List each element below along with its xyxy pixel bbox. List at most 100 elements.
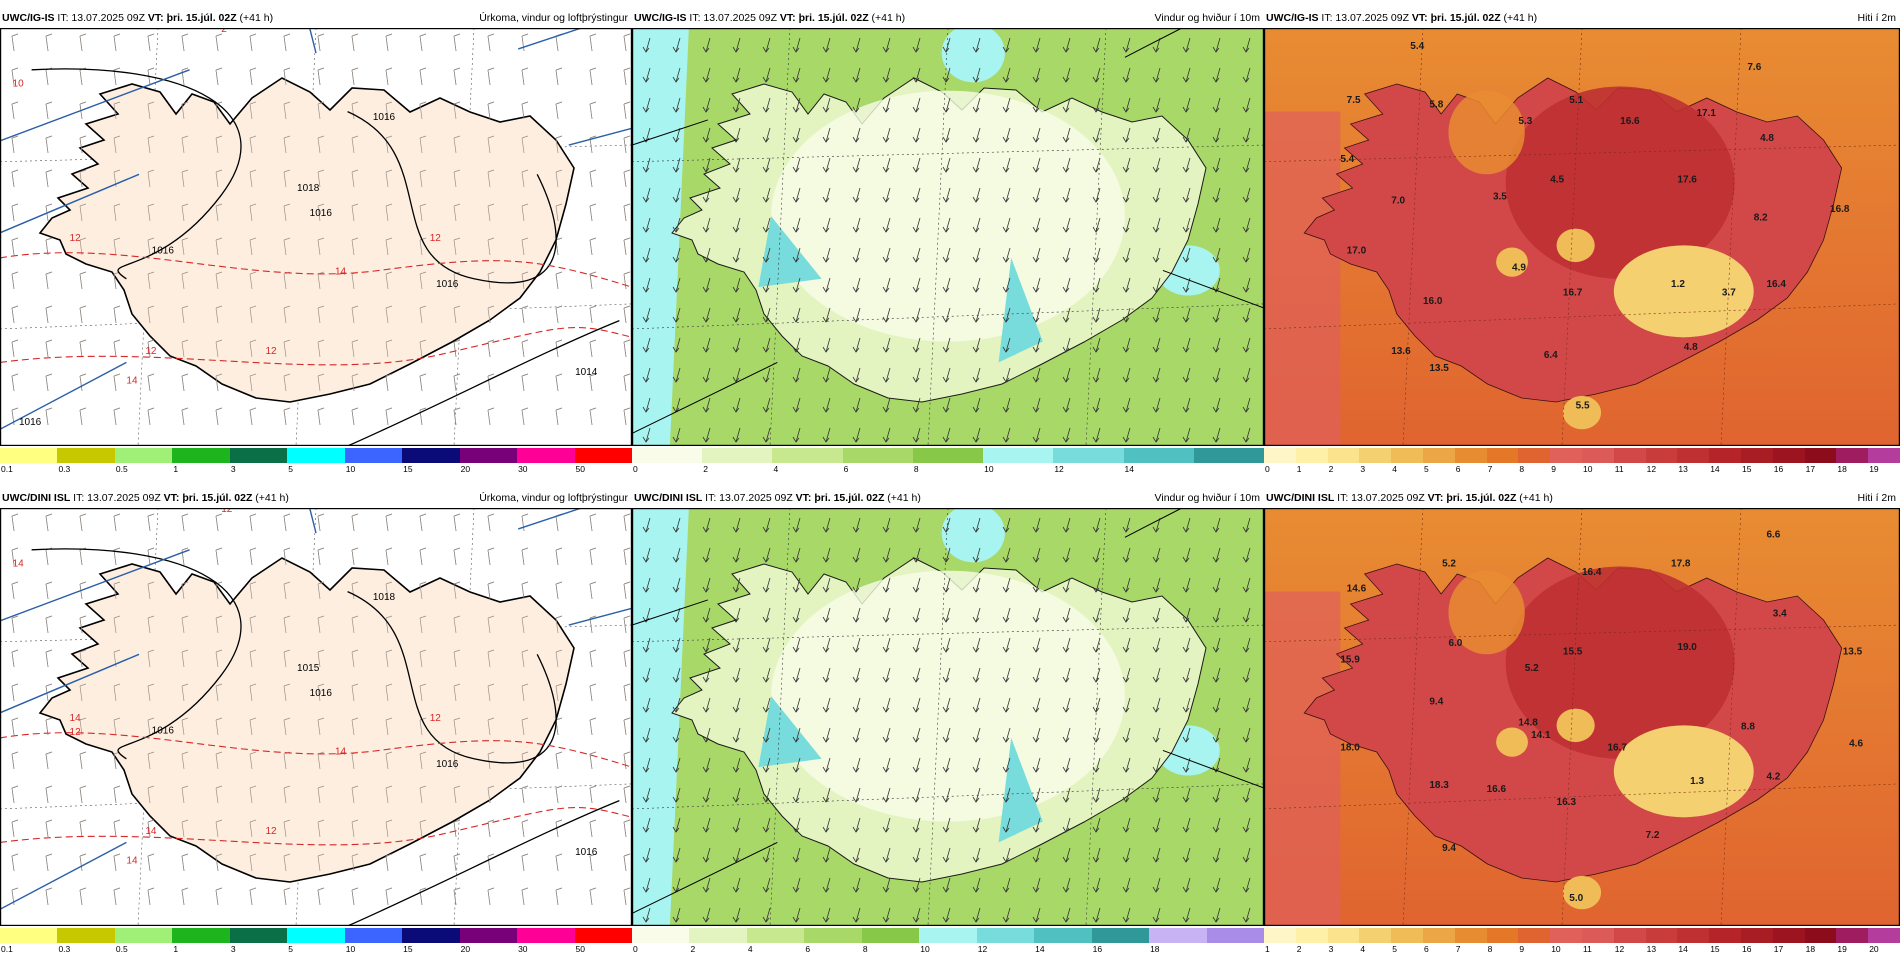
- wind-arrow: [672, 697, 681, 713]
- wind-arrow: [1212, 727, 1221, 743]
- wind-arrow: [672, 427, 681, 443]
- wind-arrow: [1182, 427, 1191, 443]
- wind-arrow: [792, 397, 801, 413]
- wind-barb: [283, 515, 287, 532]
- wind-barb: [589, 137, 593, 154]
- wind-arrow: [1212, 577, 1221, 593]
- map-shape: [419, 819, 427, 823]
- temperature-contour-label: 12: [70, 233, 82, 244]
- map-shape: [632, 144, 1264, 163]
- wind-arrow: [1122, 397, 1131, 413]
- wind-arrow: [972, 217, 981, 233]
- map-shape: [555, 751, 563, 755]
- wind-arrow: [1122, 697, 1131, 713]
- wind-barb: [521, 205, 525, 222]
- wind-arrow: [1122, 517, 1131, 533]
- wind-barb: [79, 205, 83, 222]
- map-shape: [385, 33, 393, 37]
- wind-arrow: [1062, 757, 1071, 773]
- wind-barb: [555, 137, 559, 154]
- wind-arrow: [852, 817, 861, 833]
- map-shape: [147, 819, 155, 823]
- wind-arrow: [912, 847, 921, 863]
- map-shape: [1162, 269, 1264, 309]
- wind-arrow: [1242, 847, 1251, 863]
- map-shape: [487, 785, 495, 789]
- wind-barb: [623, 239, 627, 256]
- colorbar-tick-label: 0.5: [115, 464, 128, 474]
- wind-barb: [521, 651, 525, 668]
- map-shape: [453, 819, 461, 823]
- map-shape: [45, 887, 53, 891]
- colorbar-tick-label: 18: [1837, 464, 1847, 474]
- map-shape: [45, 305, 53, 309]
- wind-barb: [521, 821, 525, 838]
- wind-arrow: [672, 637, 681, 653]
- wind-arrow: [1092, 217, 1101, 233]
- colorbar-swatch: [1091, 928, 1150, 943]
- wind-barb: [351, 171, 355, 188]
- map-shape: [283, 513, 291, 517]
- wind-arrow: [1092, 187, 1101, 203]
- wind-arrow: [1062, 427, 1071, 443]
- wind-arrow: [1092, 307, 1101, 323]
- wind-barb: [147, 821, 151, 838]
- wind-arrow: [912, 637, 921, 653]
- wind-barb: [45, 821, 49, 838]
- map-area: [632, 28, 1264, 446]
- map-shape: [623, 717, 631, 721]
- wind-arrow: [792, 277, 801, 293]
- map-shape: [351, 339, 359, 343]
- colorbar-tick-label: 14: [1710, 464, 1720, 474]
- wind-barb: [589, 583, 593, 600]
- wind-arrow: [702, 97, 711, 113]
- wind-arrow: [1242, 307, 1251, 323]
- wind-barb: [419, 171, 423, 188]
- map-shape: [45, 373, 53, 377]
- wind-arrow: [1002, 667, 1011, 683]
- map-shape: [1448, 90, 1525, 175]
- wind-arrow: [1002, 427, 1011, 443]
- colorbar-tick-label: 1: [1296, 464, 1302, 474]
- map-frame: [1264, 28, 1900, 446]
- map-shape: [623, 305, 631, 309]
- map-shape: [113, 203, 121, 207]
- map-shape: [215, 373, 223, 377]
- map-shape: [0, 841, 127, 910]
- map-shape: [147, 547, 155, 551]
- wind-barb: [147, 855, 151, 872]
- wind-arrow: [1002, 337, 1011, 353]
- map-shape: [589, 101, 597, 105]
- wind-arrow: [1122, 427, 1131, 443]
- wind-arrow: [1032, 247, 1041, 263]
- map-shape: [309, 28, 317, 54]
- map-shape: [351, 407, 359, 411]
- wind-barb: [215, 889, 219, 906]
- wind-arrow: [1212, 67, 1221, 83]
- wind-barb: [589, 375, 593, 392]
- map-shape: [419, 271, 427, 275]
- wind-arrow: [1152, 757, 1161, 773]
- wind-arrow: [792, 817, 801, 833]
- valid-time-label: VT:: [1411, 12, 1428, 24]
- wind-arrow: [1062, 877, 1071, 893]
- wind-barb: [453, 307, 457, 324]
- map-shape: [453, 169, 461, 173]
- map-shape: [31, 548, 242, 760]
- colorbar-swatch: [1804, 448, 1837, 463]
- isobar-label: 1016: [373, 112, 396, 123]
- wind-barb: [215, 375, 219, 392]
- colorbar-tick-label: 13: [1646, 944, 1657, 954]
- temperature-value: 16.4: [1766, 279, 1786, 290]
- wind-barb: [181, 103, 185, 120]
- wind-barb: [555, 103, 559, 120]
- wind-barb: [351, 583, 355, 600]
- wind-arrow: [852, 637, 861, 653]
- wind-arrow: [1152, 637, 1161, 653]
- wind-arrow: [1122, 787, 1131, 803]
- map-shape: [11, 237, 19, 241]
- wind-arrow: [732, 97, 741, 113]
- wind-arrow: [852, 877, 861, 893]
- wind-barb: [181, 651, 185, 668]
- wind-arrow: [1002, 277, 1011, 293]
